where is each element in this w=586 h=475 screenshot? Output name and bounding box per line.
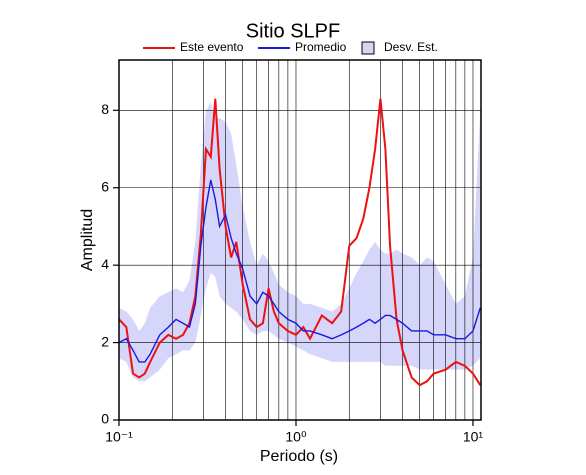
x-tick-label: 10¹ bbox=[463, 429, 484, 445]
series-line bbox=[118, 179, 481, 363]
y-tick-label: 8 bbox=[101, 101, 109, 117]
y-tick-label: 4 bbox=[101, 256, 109, 272]
x-tick-label: 10⁻¹ bbox=[105, 429, 133, 445]
chart-title: Sitio SLPF bbox=[246, 20, 340, 42]
y-tick-label: 0 bbox=[101, 411, 109, 427]
y-tick-label: 6 bbox=[101, 178, 109, 194]
legend-label: Este evento bbox=[180, 40, 244, 54]
plot-frame bbox=[118, 59, 482, 421]
x-axis-label: Periodo (s) bbox=[260, 448, 338, 465]
series-line bbox=[118, 98, 482, 387]
std-band bbox=[119, 102, 481, 382]
x-tick-label: 10⁰ bbox=[285, 429, 307, 445]
legend-label: Promedio bbox=[295, 40, 347, 54]
y-axis-label: Amplitud bbox=[79, 209, 96, 271]
y-tick-label: 2 bbox=[101, 333, 109, 349]
legend-label: Desv. Est. bbox=[384, 40, 438, 54]
legend-swatch bbox=[361, 41, 375, 55]
